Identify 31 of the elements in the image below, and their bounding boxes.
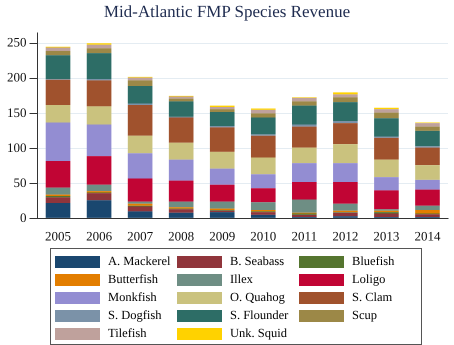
- chart-title: Mid-Atlantic FMP Species Revenue: [102, 2, 352, 22]
- legend-label: A. Mackerel: [108, 254, 170, 269]
- legend-label: S. Flounder: [230, 308, 288, 323]
- legend-label: Unk. Squid: [230, 326, 287, 341]
- legend-label: Butterfish: [108, 272, 158, 287]
- y-tick-label: 100: [7, 140, 26, 155]
- x-tick-label: 2005: [45, 228, 72, 244]
- legend-label: O. Quahog: [230, 290, 285, 305]
- legend-label: Bluefish: [352, 254, 394, 269]
- x-tick-label: 2009: [209, 228, 236, 244]
- y-tick-label: 0: [20, 210, 26, 225]
- y-tick-label: 200: [7, 70, 26, 85]
- legend-label: S. Dogfish: [108, 308, 162, 323]
- legend-label: B. Seabass: [230, 254, 284, 269]
- y-tick-label: 150: [7, 104, 26, 120]
- legend-label: S. Clam: [352, 290, 392, 305]
- x-tick-label: 2013: [373, 228, 400, 244]
- legend-label: Monkfish: [108, 290, 157, 305]
- x-tick-label: 2012: [332, 228, 358, 244]
- x-tick-label: 2007: [127, 228, 154, 244]
- legend-label: Scup: [352, 308, 377, 323]
- y-tick-label: 50: [14, 174, 26, 190]
- x-tick-label: 2011: [292, 228, 318, 244]
- x-tick-label: 2010: [250, 228, 276, 244]
- legend-label: Loligo: [352, 272, 386, 287]
- x-tick-label: 2014: [414, 228, 441, 244]
- legend-label: Tilefish: [108, 326, 146, 341]
- x-tick-label: 2006: [86, 228, 113, 244]
- legend-label: Illex: [230, 272, 253, 287]
- y-tick-label: 250: [7, 34, 26, 50]
- x-tick-label: 2008: [168, 228, 194, 244]
